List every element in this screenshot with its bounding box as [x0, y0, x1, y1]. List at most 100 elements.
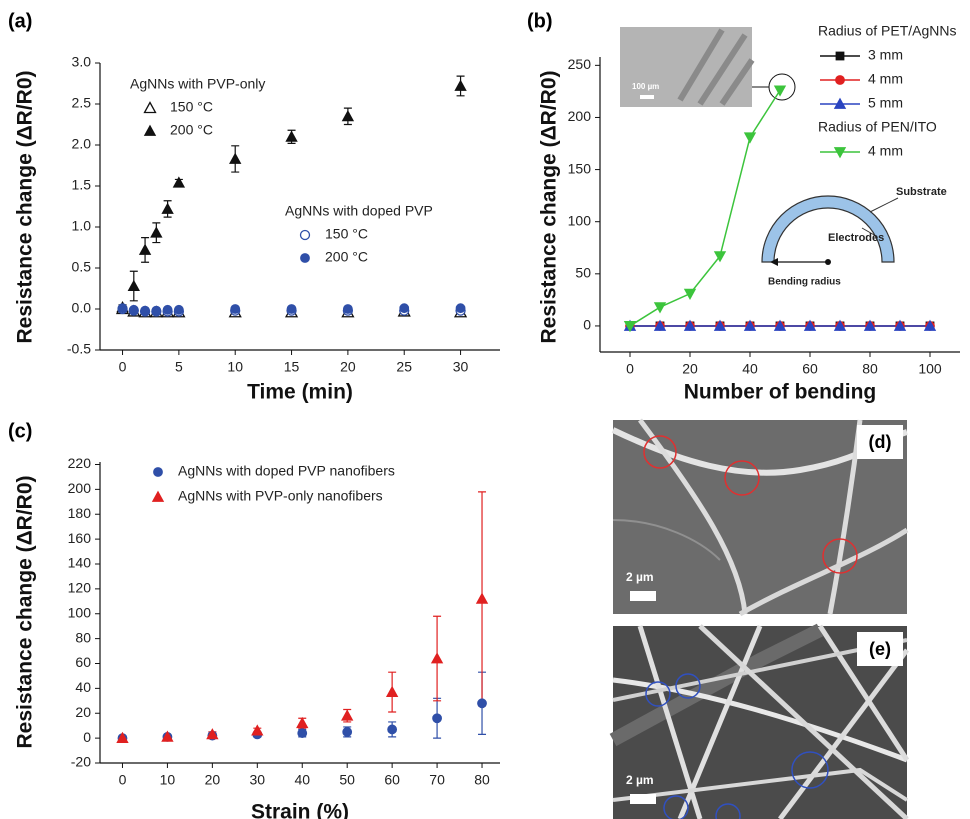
legend-marker	[143, 124, 157, 136]
data-point	[399, 303, 410, 314]
x-tick-label: 20	[340, 359, 356, 375]
data-point	[151, 305, 162, 316]
x-tick-label: 20	[205, 772, 221, 788]
image-label: (e)	[869, 639, 891, 659]
data-point	[296, 716, 309, 729]
y-tick-label: 160	[68, 530, 92, 546]
data-point	[206, 728, 219, 740]
micrograph-d: (d) 2 µm	[611, 418, 909, 617]
legend-label: 200 °C	[325, 249, 368, 265]
y-tick-label: 80	[75, 629, 91, 645]
legend-label: 4 mm	[868, 71, 903, 87]
data-point	[297, 728, 308, 739]
data-point	[773, 85, 787, 97]
x-tick-label: 50	[339, 772, 355, 788]
data-point	[387, 724, 398, 735]
data-point	[653, 302, 667, 314]
data-point	[285, 130, 298, 142]
data-point	[127, 279, 140, 291]
data-point	[683, 288, 697, 300]
data-point	[116, 731, 129, 744]
y-tick-label: 1.5	[72, 177, 92, 193]
scale-bar-label: 2 µm	[626, 773, 654, 787]
data-point	[162, 304, 173, 315]
micrograph-e: (e) 2 µm	[609, 623, 910, 819]
legend-group-title: AgNNs with PVP-only	[130, 76, 265, 92]
y-tick-label: 3.0	[72, 54, 92, 70]
data-point	[713, 319, 727, 331]
inset-micrograph: 100 µm	[620, 27, 796, 107]
data-point	[863, 319, 877, 331]
y-axis-title: Resistance change (ΔR/R0)	[538, 70, 561, 343]
data-point	[341, 709, 354, 721]
data-point	[713, 251, 727, 263]
data-point	[173, 304, 184, 315]
y-tick-label: 180	[68, 505, 92, 521]
y-tick-label: 140	[68, 555, 92, 571]
data-point	[286, 304, 297, 314]
x-tick-label: 25	[396, 359, 412, 375]
y-tick-label: 120	[68, 580, 92, 596]
data-point	[150, 226, 163, 238]
y-tick-label: 0	[83, 729, 91, 745]
data-point	[251, 724, 264, 736]
panel-label: (b)	[527, 10, 553, 32]
x-tick-label: 0	[626, 361, 634, 377]
x-tick-label: 30	[453, 359, 469, 375]
legend-label: 200 °C	[170, 122, 213, 138]
scale-bar-label: 2 µm	[626, 570, 654, 584]
data-point	[161, 202, 174, 214]
y-tick-label: 150	[568, 160, 592, 176]
y-tick-label: 1.0	[72, 218, 92, 234]
legend-label: 3 mm	[868, 47, 903, 63]
data-point	[623, 321, 637, 333]
y-tick-label: 200	[68, 480, 92, 496]
data-point	[430, 652, 444, 664]
legend-group-title: AgNNs with doped PVP	[285, 203, 433, 219]
data-point	[385, 685, 399, 698]
data-point	[683, 319, 697, 331]
bending-schematic: Substrate Electrodes Bending radius	[761, 186, 947, 288]
schematic-label: Substrate	[896, 186, 947, 198]
data-point	[342, 304, 353, 314]
data-point	[342, 727, 353, 737]
data-point	[230, 304, 241, 314]
y-tick-label: 100	[568, 212, 592, 228]
y-tick-label: 2.0	[72, 136, 92, 152]
x-axis-title: Time (min)	[247, 381, 353, 404]
legend-label: 150 °C	[170, 99, 213, 115]
legend-marker	[833, 147, 847, 159]
x-tick-label: 60	[384, 772, 400, 788]
y-tick-label: 200	[568, 108, 592, 124]
data-point	[172, 176, 186, 188]
y-tick-label: 0	[583, 317, 591, 333]
x-tick-label: 15	[284, 359, 300, 375]
panel-label: (c)	[8, 420, 32, 442]
x-tick-label: 10	[160, 772, 176, 788]
panel-label: (a)	[8, 10, 32, 32]
legend-label: AgNNs with PVP-only nanofibers	[178, 488, 383, 504]
x-axis-title: Number of bending	[684, 381, 877, 404]
legend-group-title: Radius of PEN/ITO	[818, 119, 937, 135]
legend-marker	[153, 467, 163, 477]
data-point	[803, 319, 817, 331]
schematic-label: Bending radius	[768, 277, 841, 288]
y-tick-label: 20	[75, 704, 91, 720]
x-tick-label: 5	[175, 359, 183, 375]
data-point	[477, 698, 487, 709]
data-point	[773, 319, 787, 331]
legend-label: 4 mm	[868, 143, 903, 159]
x-tick-label: 0	[119, 359, 127, 375]
data-point	[743, 319, 757, 331]
data-point	[743, 132, 757, 144]
y-tick-label: 60	[75, 654, 91, 670]
data-point	[117, 303, 128, 314]
y-tick-label: -20	[71, 754, 91, 770]
data-point	[341, 109, 355, 122]
x-tick-label: 10	[227, 359, 243, 375]
legend-marker	[835, 75, 845, 85]
schematic-label: Electrodes	[828, 232, 884, 244]
data-point	[161, 730, 174, 742]
data-point	[455, 303, 466, 314]
